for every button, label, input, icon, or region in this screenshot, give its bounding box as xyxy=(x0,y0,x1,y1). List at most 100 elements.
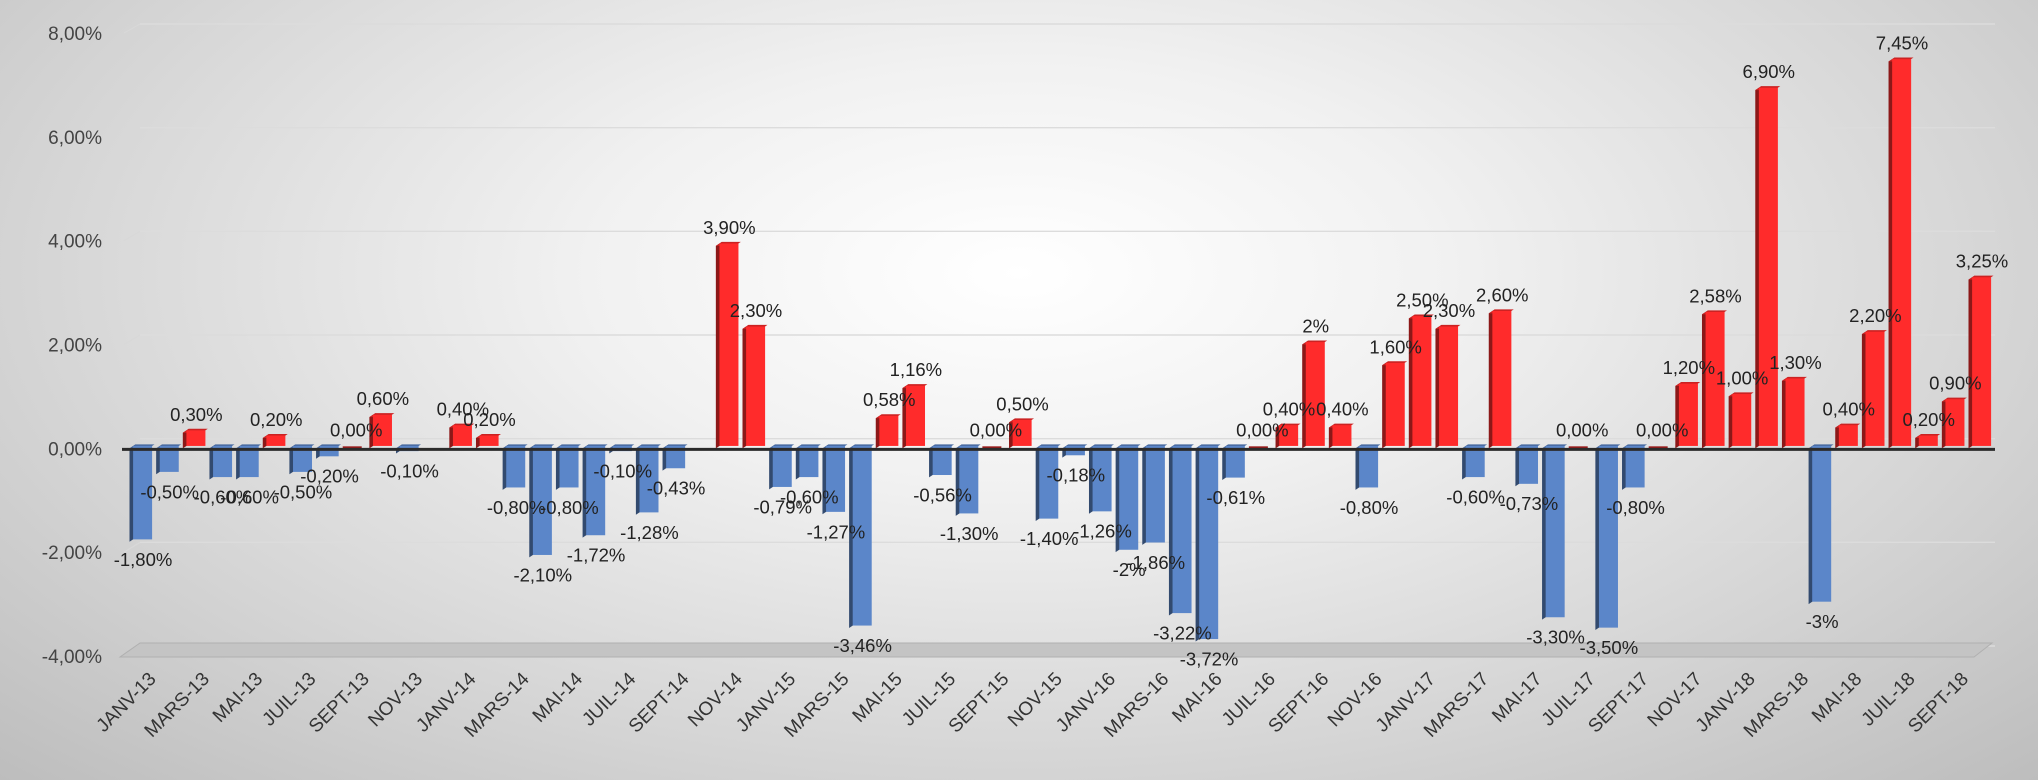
bar-front xyxy=(1732,394,1752,446)
bar-front xyxy=(906,385,926,446)
data-label: -1,30% xyxy=(940,523,999,544)
bar xyxy=(209,444,235,480)
bar xyxy=(902,384,928,449)
gridline-diag xyxy=(123,23,141,34)
bar-front xyxy=(1385,362,1405,446)
bar-front xyxy=(293,445,313,472)
data-label: -0,10% xyxy=(380,461,439,482)
bar-front xyxy=(1092,445,1112,512)
data-label: -0,56% xyxy=(913,484,972,505)
data-label: -2,10% xyxy=(513,564,572,585)
data-labels: -1,80%-0,50%0,30%-0,60%-0,60%0,20%-0,50%… xyxy=(114,33,2009,670)
bar xyxy=(635,444,661,515)
x-tick-label: MAI-16 xyxy=(1168,669,1226,727)
bar-front xyxy=(159,445,179,472)
bar xyxy=(1435,324,1461,449)
bar xyxy=(1302,340,1328,449)
data-label: 1,00% xyxy=(1716,367,1768,388)
data-label: 0,00% xyxy=(1236,419,1288,440)
y-tick-label: -4,00% xyxy=(42,647,102,668)
bar-front xyxy=(479,435,499,446)
bar xyxy=(582,444,608,538)
bar-front xyxy=(1545,445,1565,618)
bar xyxy=(875,414,901,449)
bar xyxy=(1408,314,1434,449)
data-label: 7,45% xyxy=(1876,33,1928,54)
data-label: 0,30% xyxy=(170,404,222,425)
bars xyxy=(129,57,1994,642)
bar-front xyxy=(133,445,153,540)
data-label: -1,72% xyxy=(567,545,626,566)
data-label: -2% xyxy=(1113,559,1146,580)
bar-front xyxy=(532,445,552,555)
data-label: 0,90% xyxy=(1929,373,1981,394)
data-label: -0,61% xyxy=(1206,487,1265,508)
bar xyxy=(129,444,155,542)
bar xyxy=(1728,392,1754,449)
gridline-diag xyxy=(123,334,141,346)
bar-front xyxy=(266,435,286,446)
bar-front xyxy=(1758,87,1778,446)
data-label: 0,40% xyxy=(437,399,489,420)
bar-front xyxy=(1865,331,1885,446)
data-label: 2,50% xyxy=(1396,290,1448,311)
chart-floor xyxy=(118,642,1994,658)
bar xyxy=(1168,444,1194,616)
x-tick-label: MAI-14 xyxy=(529,668,587,726)
bar xyxy=(929,444,955,478)
data-label: 0,58% xyxy=(863,389,915,410)
bar xyxy=(1968,275,1994,449)
y-tick-label: 6,00% xyxy=(48,128,102,149)
gridline-diag xyxy=(123,438,141,449)
bar xyxy=(182,428,208,449)
bar-front xyxy=(559,445,579,488)
bar-front xyxy=(666,445,686,469)
bar-front xyxy=(1892,59,1912,446)
bar-front xyxy=(1172,445,1192,614)
data-label: -0,80% xyxy=(540,497,599,518)
bar-front xyxy=(719,243,739,446)
bar-front xyxy=(1119,445,1139,550)
data-label: 2,20% xyxy=(1849,305,1901,326)
y-tick-label: -2,00% xyxy=(42,543,102,564)
bar-front xyxy=(959,445,979,514)
data-label: -0,60% xyxy=(1446,486,1505,507)
data-label: -3,46% xyxy=(833,635,892,656)
data-label: 1,20% xyxy=(1663,357,1715,378)
bar-front xyxy=(1305,342,1325,446)
data-label: -3,50% xyxy=(1580,637,1639,658)
bar-front xyxy=(1332,425,1352,446)
bar xyxy=(715,241,741,449)
bar xyxy=(742,324,768,449)
data-label: -0,60% xyxy=(220,486,279,507)
bar-front xyxy=(799,445,819,478)
bar-front xyxy=(1785,378,1805,446)
data-label: -3% xyxy=(1806,611,1839,632)
bar-front xyxy=(1225,445,1245,478)
bar-front xyxy=(186,430,206,446)
bar xyxy=(316,444,342,459)
data-label: 0,00% xyxy=(1556,419,1608,440)
bar-front xyxy=(852,445,872,626)
bar-front xyxy=(1439,326,1459,446)
data-label: 0,60% xyxy=(357,388,409,409)
bar-front xyxy=(932,445,952,476)
data-label: 0,50% xyxy=(996,393,1048,414)
bar xyxy=(662,444,688,471)
bar-front xyxy=(1812,445,1832,602)
data-label: -0,73% xyxy=(1500,493,1559,514)
x-tick-label: MAI-13 xyxy=(209,669,267,727)
data-label: 0,40% xyxy=(1316,399,1368,420)
bar xyxy=(1808,444,1834,605)
bar-front xyxy=(639,445,659,513)
bar-front xyxy=(239,445,259,478)
data-label: -1,27% xyxy=(807,521,866,542)
y-tick-label: 4,00% xyxy=(48,232,102,253)
bar xyxy=(1062,444,1088,458)
bar xyxy=(1275,423,1301,449)
bar xyxy=(1781,376,1807,449)
y-tick-label: 2,00% xyxy=(48,336,102,357)
bar xyxy=(369,413,395,449)
gridline-diag xyxy=(123,541,141,553)
data-label: -0,79% xyxy=(753,496,812,517)
